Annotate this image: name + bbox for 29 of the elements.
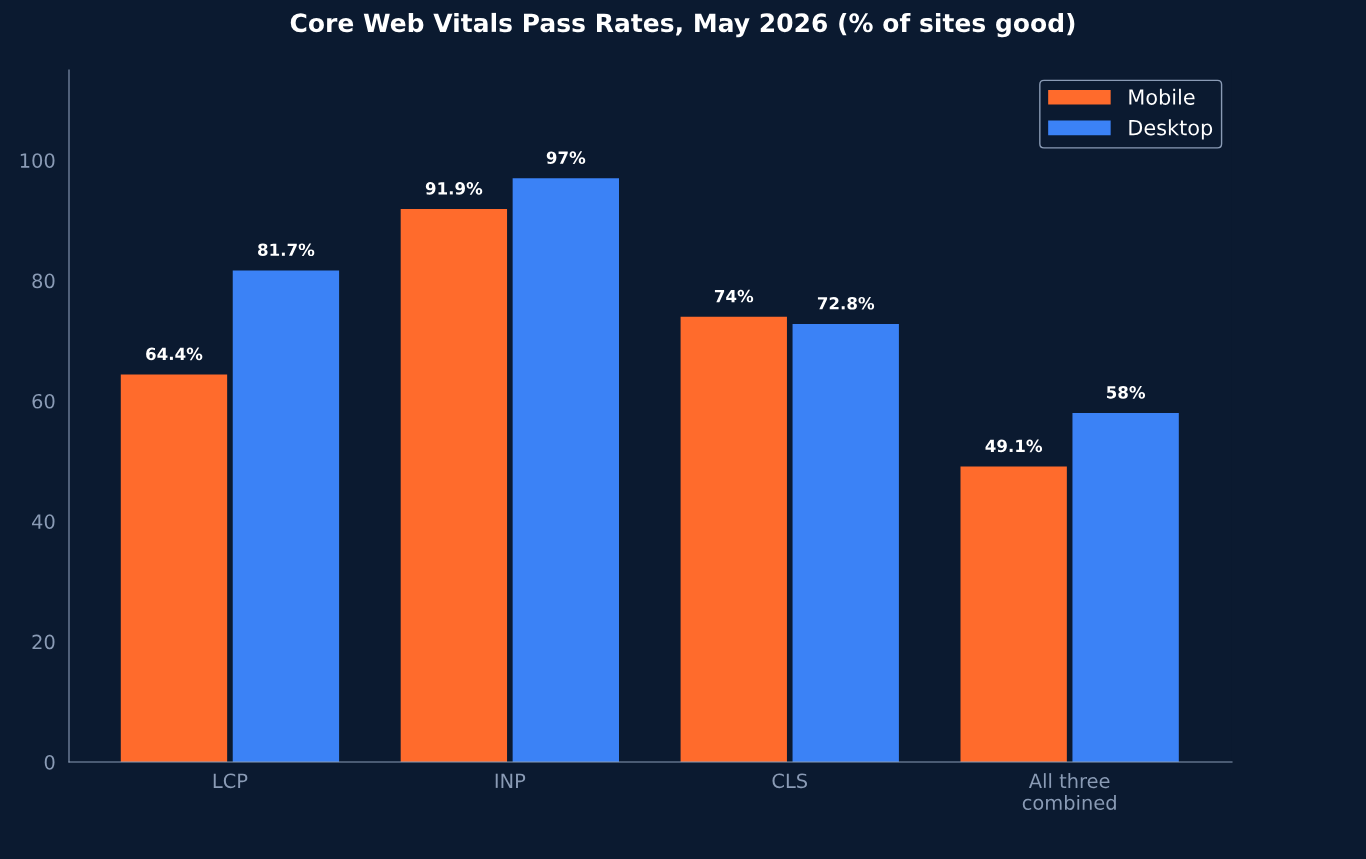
bar bbox=[792, 323, 899, 762]
chart-title: Core Web Vitals Pass Rates, May 2026 (% of sites good) bbox=[290, 12, 1075, 38]
data-label: 49.1% bbox=[985, 439, 1043, 453]
bar bbox=[960, 466, 1067, 762]
data-label: 81.7% bbox=[258, 243, 315, 257]
y-tick-label: 20 bbox=[32, 634, 55, 650]
bar bbox=[120, 374, 228, 762]
y-tick-label: 100 bbox=[20, 153, 55, 168]
data-label: 91.9% bbox=[425, 182, 483, 195]
data-label: 58% bbox=[1106, 386, 1146, 399]
y-tick-label: 80 bbox=[32, 273, 55, 289]
data-label: 64.4% bbox=[146, 347, 203, 361]
y-tick-label: 40 bbox=[32, 514, 55, 529]
x-tick-label: All three combined bbox=[1022, 773, 1116, 810]
legend-label: Mobile bbox=[1129, 88, 1195, 105]
y-tick-label: 60 bbox=[32, 393, 55, 409]
bar bbox=[680, 316, 787, 762]
bar bbox=[512, 178, 620, 762]
x-tick-label: LCP bbox=[213, 773, 248, 789]
bar bbox=[400, 209, 508, 762]
data-label: 74% bbox=[714, 289, 754, 303]
data-label: 97% bbox=[546, 151, 586, 164]
x-tick-label: CLS bbox=[772, 773, 808, 789]
bar bbox=[232, 270, 340, 762]
legend-label: Desktop bbox=[1129, 119, 1213, 140]
x-tick-label: INP bbox=[495, 773, 526, 788]
data-label: 72.8% bbox=[817, 296, 875, 310]
bar bbox=[1072, 412, 1179, 762]
y-tick-label: 0 bbox=[44, 754, 55, 770]
